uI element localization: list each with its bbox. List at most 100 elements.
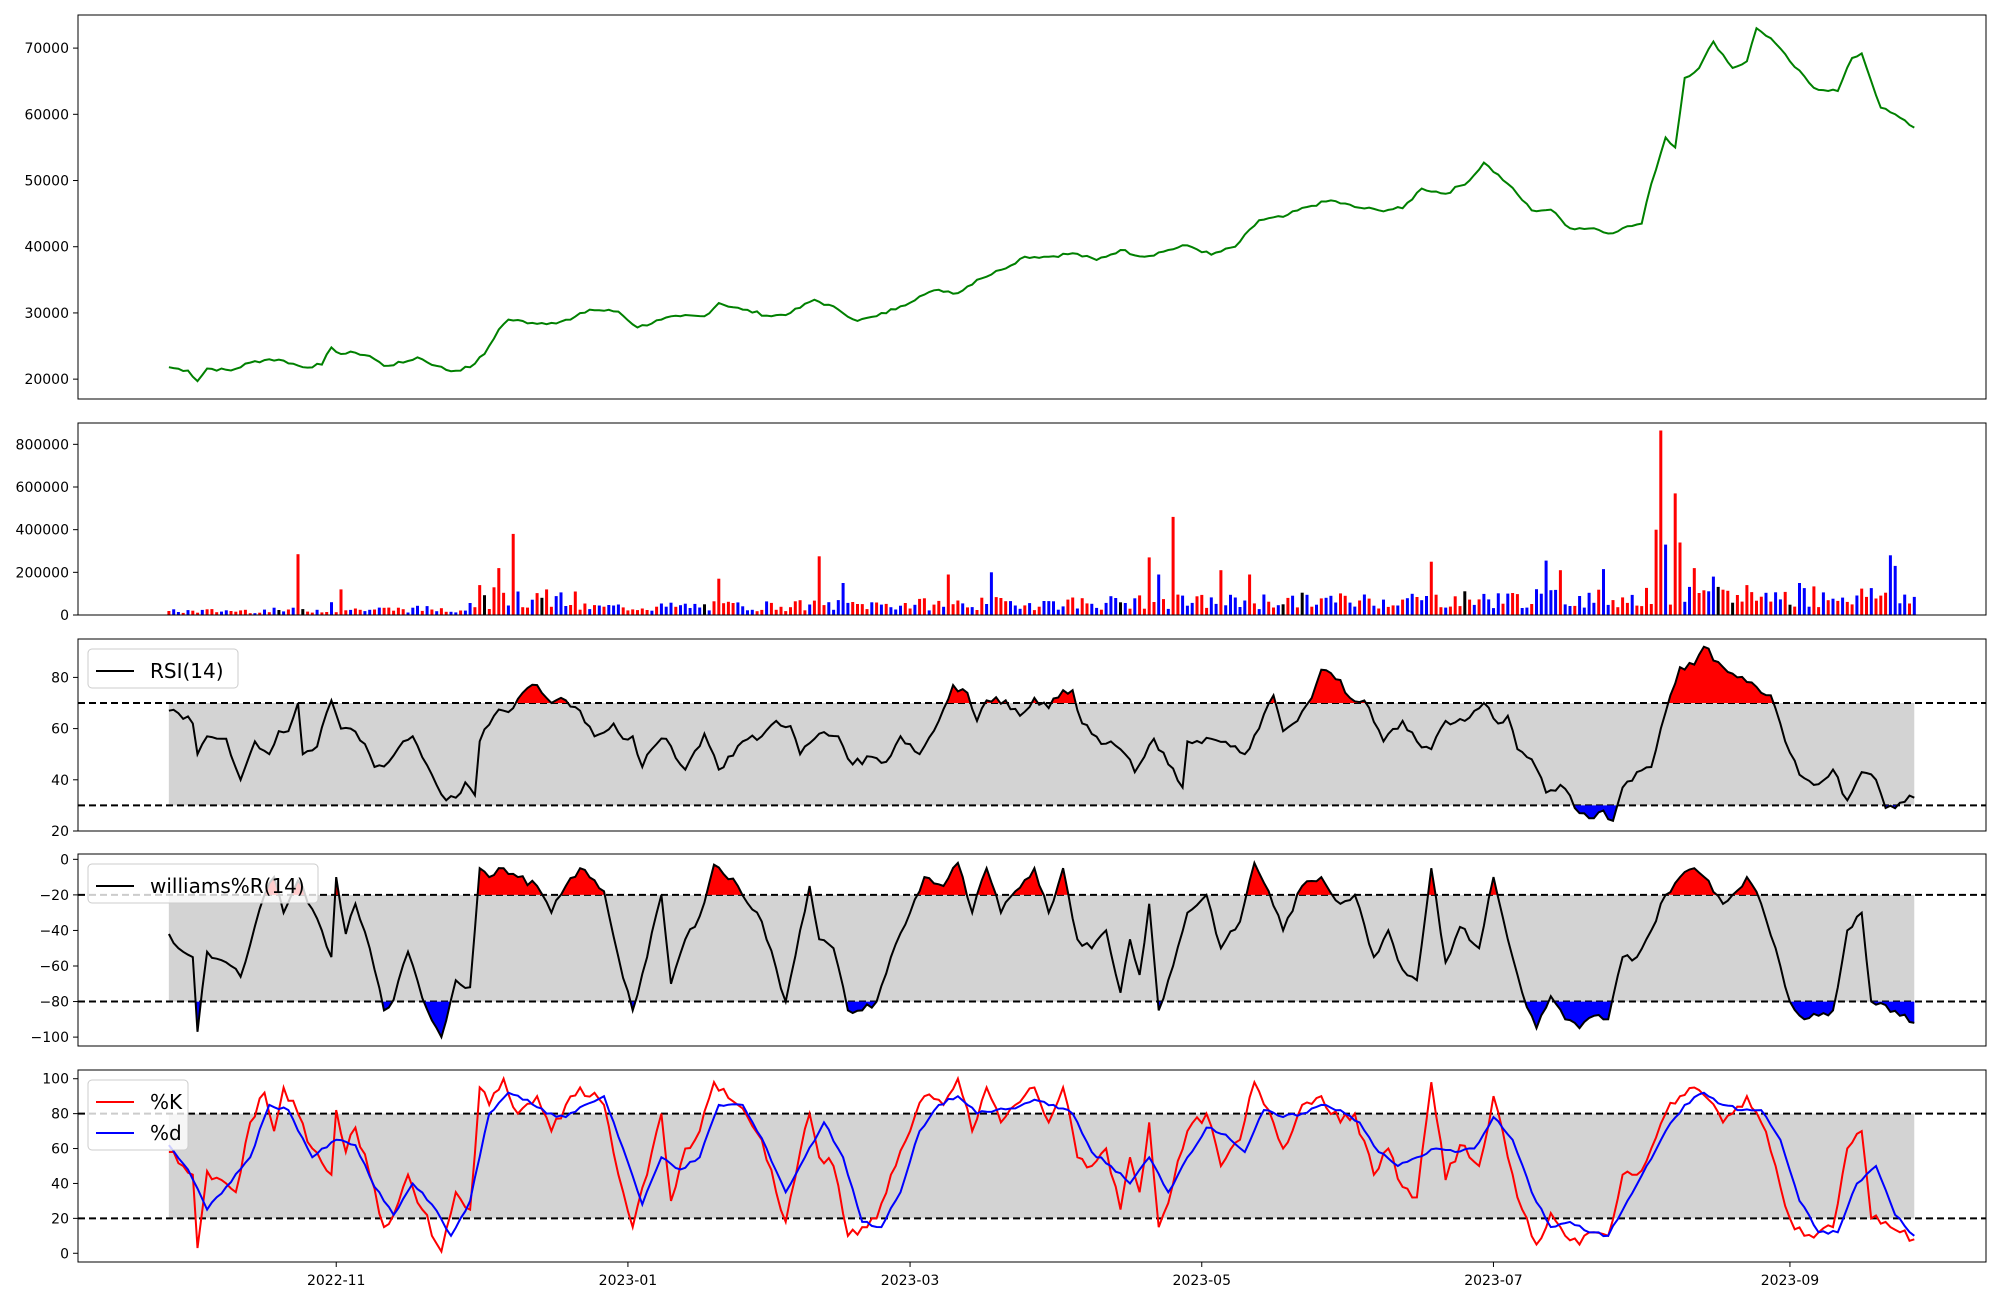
volume-bar — [416, 605, 419, 615]
volume-bar — [411, 607, 415, 615]
volume-bar — [1123, 603, 1127, 615]
date-axis: 2022-11 2023-01 2023-03 2023-05 2023-07 2023-… — [307, 1262, 1819, 1289]
volume-bar — [774, 609, 778, 615]
volume-bar — [1812, 586, 1816, 615]
volume-bar — [205, 609, 209, 615]
volume-bar — [272, 607, 276, 615]
legend-label: %d — [150, 1121, 182, 1145]
legend-label: %K — [150, 1090, 183, 1114]
volume-bar — [263, 609, 266, 615]
volume-bar — [966, 607, 969, 615]
volume-bar — [234, 611, 238, 615]
volume-bar — [1032, 610, 1036, 615]
volume-bar — [1324, 597, 1328, 615]
volume-bar — [717, 578, 721, 615]
volume-ytick-label: 0 — [60, 608, 69, 624]
volume-bar — [1515, 594, 1519, 615]
volume-bar — [875, 602, 879, 615]
volume-bar — [832, 609, 836, 615]
volume-bar — [396, 607, 400, 615]
date-tick-label: 2023-05 — [1173, 1273, 1232, 1289]
volume-bar — [564, 606, 568, 615]
volume-bar — [1004, 601, 1008, 615]
price-frame — [77, 14, 1987, 400]
volume-bar — [1056, 609, 1060, 615]
williams-line — [168, 859, 1915, 1040]
volume-bar — [765, 601, 769, 615]
volume-bar — [172, 609, 176, 615]
volume-bar — [937, 600, 941, 615]
volume-bar — [1558, 570, 1562, 615]
volume-bar — [1353, 606, 1357, 615]
volume-bar — [1563, 604, 1567, 615]
volume-bar — [1075, 608, 1079, 615]
volume-bar — [1568, 606, 1572, 615]
volume-bar — [377, 607, 381, 615]
volume-bar — [1831, 598, 1835, 615]
volume-bar — [1061, 606, 1065, 615]
volume-bar — [1339, 593, 1342, 615]
volume-bar — [176, 612, 180, 615]
volume-ytick-label: 400000 — [16, 523, 69, 539]
williams-panel: −100 −80 −60 −40 −20 0 williams%R(14) — [31, 852, 1987, 1047]
volume-bar — [1401, 599, 1405, 615]
volume-bar — [1157, 574, 1161, 615]
volume-bar — [1477, 599, 1481, 615]
volume-bar — [392, 610, 396, 615]
date-tick-label: 2023-07 — [1464, 1273, 1523, 1289]
volume-bar — [1496, 593, 1500, 615]
volume-bar — [349, 609, 353, 615]
volume-bar — [1037, 606, 1041, 615]
volume-bar — [468, 603, 472, 615]
volume-bar — [994, 597, 998, 615]
volume-bar — [1525, 607, 1529, 615]
volume-bar — [980, 597, 984, 615]
volume-bar — [1343, 595, 1347, 615]
volume-bar — [258, 612, 262, 615]
volume-bar — [1855, 595, 1859, 615]
williams-overbought-fill — [917, 862, 967, 895]
volume-bar — [1721, 589, 1725, 615]
volume-bar — [1606, 604, 1610, 615]
volume-bar — [1013, 605, 1017, 615]
volume-bar — [679, 605, 682, 615]
stochastic-ytick-label: 40 — [51, 1176, 69, 1192]
volume-bar — [626, 610, 630, 615]
volume-bar — [1243, 600, 1247, 615]
volume-bar — [1755, 600, 1758, 615]
volume-bar — [1893, 565, 1897, 615]
volume-bar — [1396, 605, 1400, 615]
volume-bar — [1185, 605, 1189, 615]
volume-bar — [334, 612, 338, 615]
volume-bar — [583, 603, 587, 615]
volume-bar — [1142, 608, 1146, 615]
volume-bar — [1319, 598, 1323, 615]
williams-ytick-label: −20 — [39, 888, 69, 904]
volume-bar — [573, 591, 577, 615]
volume-bar — [1420, 600, 1424, 615]
volume-bar — [784, 611, 788, 615]
volume-bar — [1912, 596, 1916, 615]
volume-bar — [1362, 594, 1366, 615]
volume-bar — [373, 609, 376, 615]
volume-bar — [769, 602, 773, 615]
volume-bar — [425, 606, 429, 615]
volume-bar — [1090, 603, 1094, 615]
volume-bar — [1018, 608, 1022, 615]
williams-frame — [77, 853, 1987, 1047]
volume-bar — [1267, 601, 1271, 615]
volume-bar — [382, 607, 386, 615]
volume-bar — [1257, 609, 1261, 615]
volume-ytick-label: 200000 — [16, 565, 69, 581]
volume-bar — [1860, 588, 1864, 615]
volume-bar — [1095, 607, 1099, 615]
volume-bar — [1200, 594, 1204, 615]
volume-bar — [669, 602, 673, 615]
price-ytick-label: 70000 — [24, 41, 69, 57]
volume-bar — [449, 611, 453, 615]
volume-bar — [215, 612, 219, 615]
volume-bar — [1444, 607, 1448, 615]
volume-bar — [325, 612, 329, 615]
volume-bar — [253, 613, 257, 615]
